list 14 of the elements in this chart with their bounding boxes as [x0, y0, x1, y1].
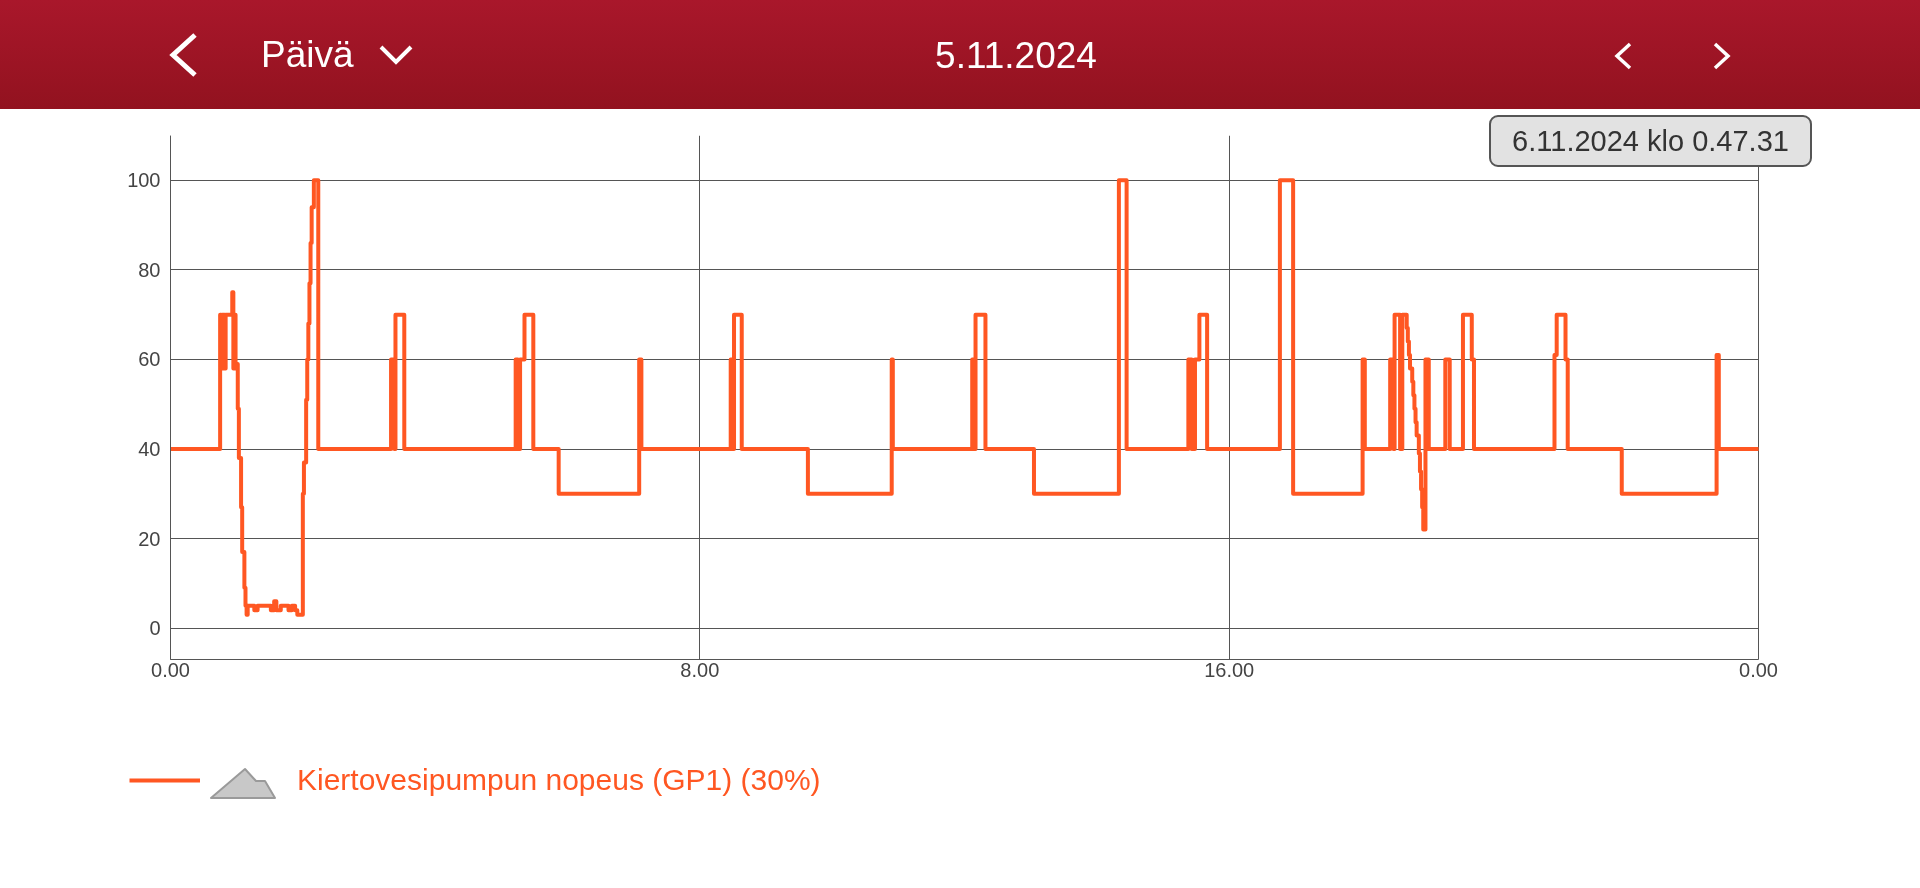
y-tick-label: 60 — [138, 348, 161, 371]
x-tick-label: 0.00 — [151, 658, 190, 681]
annotation: 6.11.2024 klo 0.47.31 — [1489, 115, 1812, 167]
y-tick-label: 0 — [149, 617, 161, 640]
y-tick-label: 20 — [138, 527, 161, 550]
chart-title: 5.11.2024 — [935, 35, 1097, 76]
y-tick-label: 40 — [138, 438, 161, 460]
x-tick-label: 16.00 — [1204, 658, 1255, 681]
x-tick-label: 0.00 — [1739, 658, 1778, 681]
y-tick-label: 80 — [138, 258, 161, 281]
x-tick-label: 8.00 — [680, 658, 720, 681]
text: Kiertovesipumpun nopeus (GP1) (30%) — [297, 763, 821, 797]
y-tick-label: 100 — [127, 169, 161, 192]
text: Päivä — [261, 34, 354, 75]
